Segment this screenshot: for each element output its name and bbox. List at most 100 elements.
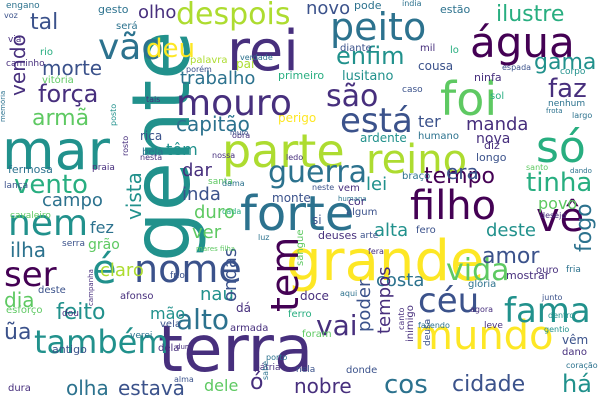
word-cavaleiro: cavaleiro bbox=[10, 211, 51, 221]
word-ledo: ledo bbox=[286, 153, 304, 162]
word-palavra: palavra bbox=[190, 55, 228, 66]
word-fogo: fogo bbox=[572, 203, 597, 252]
word-gama: gama bbox=[534, 50, 597, 75]
word-foram: foram bbox=[302, 329, 332, 340]
word-cada: cada bbox=[222, 207, 242, 216]
word-fama: fama bbox=[504, 291, 591, 331]
word-antigo: antigo bbox=[52, 343, 87, 356]
word-via: via bbox=[8, 35, 22, 45]
word-alma: alma bbox=[174, 375, 194, 384]
word-guerra: guerra bbox=[268, 155, 368, 190]
word-lei: lei bbox=[366, 174, 388, 195]
word-novo: novo bbox=[306, 0, 351, 19]
word-olha: olha bbox=[66, 376, 109, 400]
word-diante: diante bbox=[340, 43, 372, 54]
word-si: si bbox=[312, 213, 322, 227]
word-filho: filho bbox=[410, 183, 497, 229]
word-sol: sol bbox=[490, 91, 505, 102]
word-dum: dum bbox=[176, 343, 192, 351]
word-deu: deu bbox=[146, 34, 195, 64]
word-dar: dar bbox=[182, 160, 212, 181]
word-gentio: gentio bbox=[544, 325, 570, 334]
word-alta: alta bbox=[374, 220, 409, 241]
word-tal: tal bbox=[30, 10, 59, 35]
word-deste2: deste bbox=[38, 285, 66, 296]
word-mostrar: mostrar bbox=[506, 269, 550, 282]
word-dando: dando bbox=[570, 167, 592, 175]
word-diz: diz bbox=[484, 139, 500, 152]
word-dele: dele bbox=[204, 376, 239, 395]
word-agua: água bbox=[470, 18, 575, 67]
word-agora: agora bbox=[470, 305, 494, 314]
word-fria: fria bbox=[566, 265, 581, 275]
word-nau: nau bbox=[200, 284, 234, 305]
word-dura: dura bbox=[8, 383, 31, 394]
word-vai: vai bbox=[316, 309, 358, 342]
word-reino: reino bbox=[366, 137, 468, 183]
word-esta: está bbox=[340, 101, 413, 141]
word-terra: terra bbox=[158, 313, 314, 387]
word-santa: santa bbox=[208, 177, 233, 187]
word-vida: vida bbox=[446, 253, 510, 288]
word-caminho: caminho bbox=[6, 59, 45, 69]
word-despois: despois bbox=[176, 0, 291, 32]
word-campanha: campanha bbox=[87, 269, 95, 306]
word-junto: junto bbox=[542, 293, 563, 302]
word-pode: pode bbox=[354, 0, 382, 12]
word-leve: leve bbox=[484, 321, 503, 331]
word-arte: arte bbox=[360, 231, 379, 241]
word-estava: estava bbox=[118, 376, 185, 400]
word-ceu: céu bbox=[418, 281, 480, 321]
word-tem2: têm bbox=[166, 140, 198, 159]
word-dentro: dentro bbox=[548, 311, 575, 320]
word-sao: são bbox=[326, 79, 379, 114]
word-dia: dia bbox=[4, 288, 35, 312]
word-nome: nome bbox=[134, 247, 242, 291]
word-ferro: ferro bbox=[288, 309, 312, 320]
word-dou: dou bbox=[62, 309, 79, 319]
word-fero: fero bbox=[416, 225, 436, 236]
word-praia: praia bbox=[92, 163, 115, 173]
word-nela: nela bbox=[296, 365, 316, 375]
word-canto: canto bbox=[397, 307, 406, 330]
word-tempos: tempos bbox=[374, 266, 395, 334]
word-posto: posto bbox=[109, 103, 118, 126]
word-mar: mar bbox=[2, 119, 110, 182]
word-campo: campo bbox=[42, 190, 103, 211]
word-fez: fez bbox=[90, 218, 114, 237]
word-duro: duro bbox=[194, 202, 235, 223]
word-perigo: perigo bbox=[278, 111, 317, 125]
word-caso: caso bbox=[402, 85, 423, 95]
word-da: dá bbox=[236, 301, 251, 315]
word-afonso: afonso bbox=[120, 291, 154, 302]
word-povo: povo bbox=[538, 194, 578, 213]
word-fermosa: fermosa bbox=[8, 163, 53, 176]
word-deste: deste bbox=[486, 220, 537, 241]
word-nesta: nesta bbox=[140, 153, 163, 162]
word-monte: monte bbox=[272, 191, 311, 205]
word-dela: dela bbox=[158, 343, 180, 354]
word-ilha: ilha bbox=[10, 238, 47, 262]
word-costa: costa bbox=[376, 270, 425, 291]
word-porem: porém bbox=[186, 65, 212, 74]
word-cousa: cousa bbox=[418, 59, 454, 73]
word-vela: vela bbox=[160, 319, 181, 330]
word-rosto: rosto bbox=[121, 135, 130, 156]
word-faz: faz bbox=[548, 74, 587, 104]
word-arma: armã bbox=[32, 106, 90, 131]
word-algum: algum bbox=[346, 207, 378, 218]
word-grande: grande bbox=[286, 229, 485, 294]
word-capitao: capitão bbox=[176, 112, 250, 136]
word-vao: vão bbox=[98, 27, 164, 68]
word-obra: obra bbox=[232, 131, 251, 140]
word-verdade: verdade bbox=[240, 53, 273, 62]
word-e: é bbox=[92, 247, 117, 293]
word-ser: ser bbox=[4, 255, 57, 295]
word-esforco: esforço bbox=[6, 305, 43, 316]
word-muro: muro bbox=[230, 129, 249, 137]
word-nossa: nossa bbox=[212, 151, 236, 160]
word-mundo: mundo bbox=[414, 313, 554, 359]
word-vitoria: vitória bbox=[42, 75, 74, 86]
word-nenhum: nenhum bbox=[548, 99, 586, 109]
word-tempo: tempo bbox=[424, 164, 496, 189]
